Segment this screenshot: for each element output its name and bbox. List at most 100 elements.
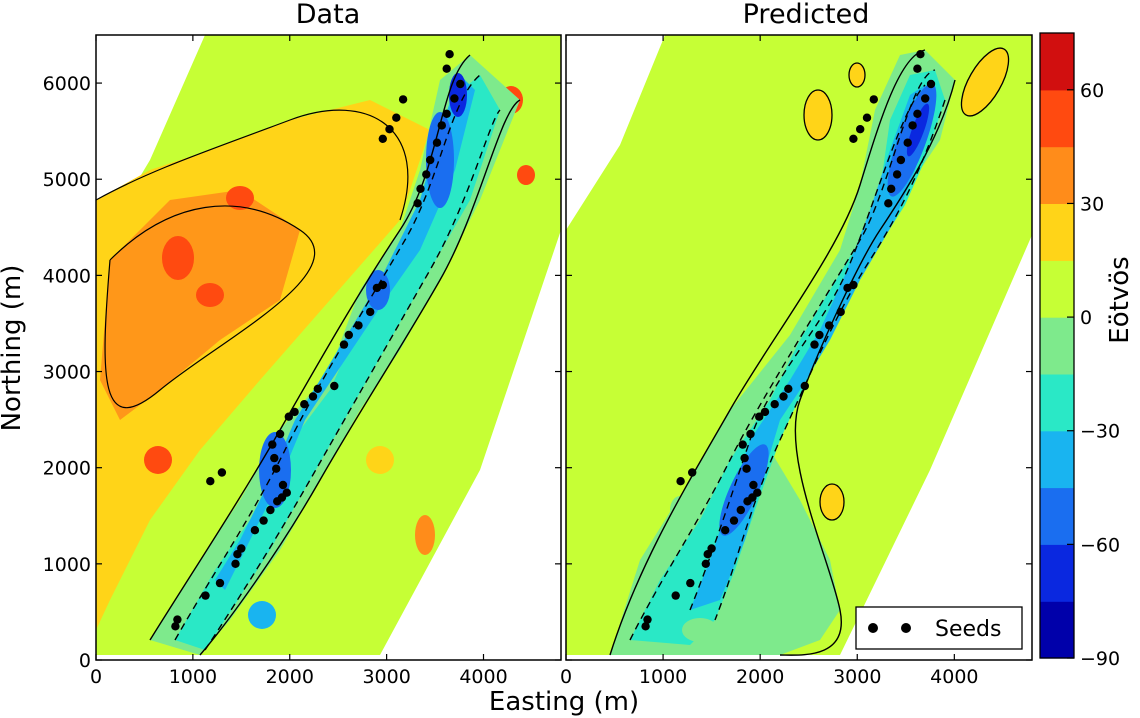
data-contour-line	[96, 109, 409, 221]
data-contour-fill	[96, 35, 561, 656]
predicted-x-tick-label: 1000	[639, 666, 687, 688]
predicted-seed-point	[671, 591, 680, 600]
predicted-seed-point	[887, 184, 896, 193]
data-seed-point	[330, 381, 339, 391]
data-contour-line	[149, 54, 471, 641]
colorbar-cells	[1040, 33, 1074, 659]
data-seed-point	[250, 526, 260, 535]
data-seed-point	[215, 578, 225, 588]
predicted-contour-line	[609, 49, 926, 656]
data-hot-spot	[226, 186, 254, 210]
predicted-high-spot	[961, 48, 1009, 116]
colorbar-cell	[1040, 33, 1074, 91]
predicted-seed-point	[641, 622, 650, 631]
data-seed-point	[366, 307, 375, 317]
colorbar-tick-label: −90	[1080, 648, 1120, 670]
data-seed-point	[300, 400, 309, 409]
data-seed-point	[268, 440, 277, 449]
predicted-seeds	[641, 50, 936, 631]
predicted-contour-line	[779, 79, 956, 656]
data-y-tick-label: 5000	[43, 169, 91, 191]
data-seed-point	[354, 321, 363, 330]
data-seed-point	[456, 79, 465, 89]
data-seed-point	[450, 94, 459, 103]
data-hot-spot	[517, 165, 535, 185]
predicted-seed-point	[926, 79, 936, 89]
predicted-seed-point	[686, 578, 695, 588]
x-axis-label: Easting (m)	[489, 687, 639, 717]
data-seed-point	[426, 155, 435, 165]
colorbar-frame	[1039, 32, 1075, 659]
predicted-seed-point	[913, 64, 922, 73]
predicted-x-tick-label: 3000	[833, 666, 881, 688]
colorbar-tick-label: 0	[1080, 307, 1092, 329]
data-x-tick-label: 1000	[169, 666, 217, 688]
colorbar-cell	[1040, 373, 1074, 432]
predicted-x-ticks: 0 1000 2000 3000 4000	[560, 35, 979, 688]
predicted-seed-point	[824, 321, 834, 330]
predicted-seed-point	[856, 125, 865, 134]
legend: Seeds	[855, 606, 1023, 650]
data-contour-line-dashed	[204, 109, 501, 651]
data-seed-point	[378, 280, 387, 290]
predicted-seed-point	[908, 121, 917, 130]
data-contour-line	[104, 205, 316, 409]
data-seeds	[171, 50, 465, 631]
colorbar-cell	[1040, 89, 1074, 148]
predicted-seed-point	[738, 440, 747, 449]
predicted-contour-line-dashed	[629, 69, 936, 641]
data-axes-frame	[95, 34, 562, 661]
predicted-seed-point	[742, 464, 751, 473]
data-seed-point	[272, 464, 281, 473]
data-trough	[426, 112, 454, 208]
data-x-ticks: 0 1000 2000 3000 4000	[90, 35, 508, 688]
data-warm-spot	[366, 446, 394, 474]
data-seed-point	[398, 95, 408, 104]
data-y-ticks: 0 1000 2000 3000 4000 5000 6000	[43, 73, 561, 672]
predicted-contour-ring	[848, 62, 866, 88]
predicted-high-spot	[849, 63, 865, 87]
data-seed-point	[171, 622, 180, 631]
predicted-seed-point	[740, 453, 749, 463]
data-y-tick-label: 0	[79, 650, 91, 672]
data-seed-point	[173, 615, 182, 624]
legend-label: Seeds	[935, 617, 1001, 642]
data-seed-point	[437, 121, 446, 130]
data-seed-point	[259, 516, 268, 525]
data-seed-point	[442, 64, 451, 73]
colorbar-label: Eötvös	[1105, 256, 1135, 343]
data-x-tick-label: 0	[90, 666, 102, 688]
colorbar-cell	[1040, 260, 1074, 318]
predicted-trough	[719, 444, 769, 536]
data-hot-spot	[162, 236, 194, 280]
data-hot-spot	[144, 446, 172, 474]
predicted-seed-point	[736, 505, 745, 515]
data-x-tick-label: 2000	[266, 666, 314, 688]
colorbar-ticks: −90 −60 −30 0 30 60	[1067, 80, 1120, 670]
predicted-low-spot	[670, 496, 690, 524]
colorbar-tick-label: −30	[1080, 421, 1120, 443]
predicted-seed-point	[749, 480, 758, 490]
predicted-seed-point	[643, 615, 652, 624]
predicted-contour-ring	[960, 47, 1010, 117]
predicted-high-spot	[804, 90, 832, 140]
data-x-tick-label: 3000	[362, 666, 410, 688]
data-y-tick-label: 6000	[43, 73, 91, 95]
predicted-contour-ring	[819, 483, 845, 521]
predicted-contour-line-dashed	[689, 84, 926, 611]
predicted-trough	[906, 103, 930, 157]
data-y-tick-label: 2000	[43, 458, 91, 480]
colorbar: −90 −60 −30 0 30 60 Eötvös	[1039, 32, 1135, 670]
data-seed-point	[278, 480, 288, 490]
predicted-seed-point	[892, 170, 902, 179]
data-seed-point	[206, 477, 215, 486]
data-seed-point	[275, 429, 285, 439]
predicted-seed-point	[916, 50, 925, 59]
y-axis-label: Northing (m)	[0, 265, 27, 432]
legend-marker	[901, 623, 911, 633]
predicted-seed-point	[896, 155, 906, 165]
colorbar-tick-label: 60	[1080, 80, 1104, 102]
predicted-contour-line-dashed	[714, 99, 946, 621]
data-hot-spot	[196, 283, 224, 307]
legend-box	[855, 606, 1023, 650]
